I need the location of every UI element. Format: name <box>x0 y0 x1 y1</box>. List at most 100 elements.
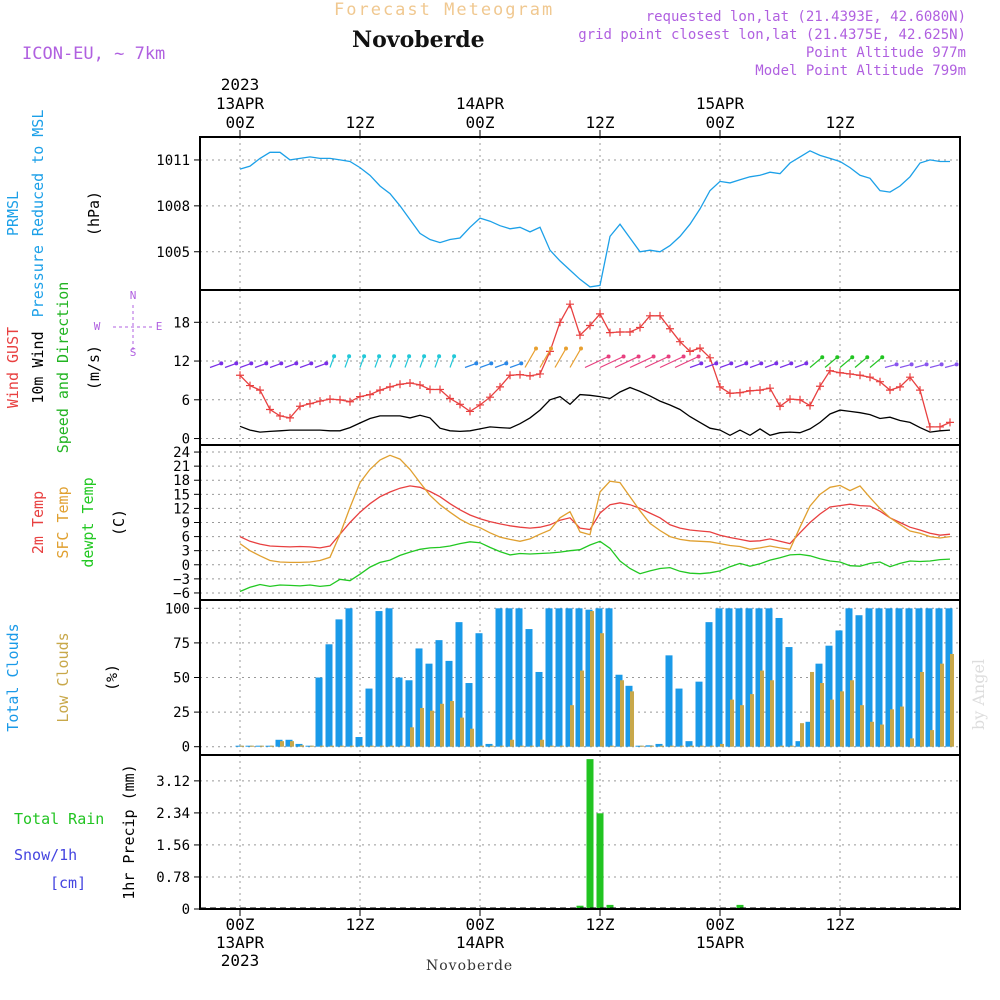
bar-low-clouds <box>830 699 834 747</box>
bar-total-clouds <box>725 608 733 747</box>
time-label-top: 00Z <box>466 113 495 132</box>
bar-low-clouds <box>700 745 704 747</box>
panel-label: 10m Wind <box>29 331 47 403</box>
wind-arrow <box>689 362 702 369</box>
requested-coords: requested lon,lat (21.4393E, 42.6080N) <box>645 9 966 25</box>
series-line-sfc-temp <box>239 454 951 564</box>
wind-arrow-head <box>636 354 641 359</box>
wind-arrow-head <box>534 346 538 351</box>
bar-total-clouds <box>385 608 393 747</box>
wind-arrow <box>299 362 312 369</box>
bar-total-clouds <box>925 608 933 747</box>
bar-low-clouds <box>660 745 664 747</box>
gust-point <box>626 327 634 336</box>
panel-unit: 1hr Precip (mm) <box>120 764 138 899</box>
bar-low-clouds <box>310 745 314 747</box>
series-line-10m-wind <box>239 386 951 437</box>
wind-arrow <box>779 362 792 369</box>
bar-low-clouds <box>720 743 724 747</box>
wind-arrow-head <box>835 355 840 360</box>
gust-point <box>936 422 944 431</box>
bar-low-clouds <box>790 745 794 747</box>
bar-total-clouds <box>795 741 803 747</box>
wind-arrow <box>824 356 838 368</box>
bar-total-clouds <box>285 739 293 747</box>
bar-total-clouds <box>305 745 313 747</box>
gust-point <box>326 395 334 404</box>
bar-low-clouds <box>520 745 524 747</box>
gust-point <box>636 323 644 332</box>
bar-low-clouds <box>480 745 484 747</box>
gust-point <box>426 385 434 394</box>
bar-total-clouds <box>495 608 503 747</box>
wind-arrow <box>869 356 883 368</box>
gust-point <box>696 344 704 353</box>
wind-arrow <box>464 362 477 369</box>
y-tick-label: 12 <box>173 354 190 370</box>
panel-label: dewpt Temp <box>79 477 97 567</box>
bar-low-clouds <box>410 727 414 747</box>
y-tick-label: 6 <box>182 530 190 546</box>
wind-arrow-head <box>549 346 553 351</box>
bar-total-clouds <box>895 608 903 747</box>
bar-low-clouds <box>750 694 754 747</box>
bar-low-clouds <box>440 703 444 747</box>
bar-total-clouds <box>525 629 533 747</box>
bar-low-clouds <box>540 739 544 747</box>
wind-arrow-head <box>347 354 352 359</box>
wind-arrow <box>734 362 747 369</box>
bar-total-clouds <box>315 677 323 747</box>
y-tick-label: 0.78 <box>156 870 190 886</box>
bar-total-clouds <box>565 608 573 747</box>
gust-point <box>486 393 494 402</box>
bar-low-clouds <box>260 745 264 747</box>
wind-arrow-head <box>894 362 899 367</box>
bar-total-clouds <box>545 608 553 747</box>
gust-point <box>356 392 364 401</box>
bar-low-clouds <box>400 745 404 747</box>
time-label-bottom: 12Z <box>826 915 855 934</box>
bar-low-clouds <box>490 745 494 747</box>
bar-low-clouds <box>430 710 434 747</box>
closest-coords: grid point closest lon,lat (21.4375E, 42… <box>578 27 966 43</box>
gust-point <box>666 324 674 333</box>
y-tick-label: 1011 <box>156 153 190 169</box>
bar-low-clouds <box>580 670 584 747</box>
bar-total-clouds <box>835 630 843 747</box>
panel-unit: (C) <box>110 509 128 536</box>
panel-label: Snow/1h <box>14 846 77 864</box>
wind-arrow-head <box>489 361 494 366</box>
model-label: ICON-EU, ~ 7km <box>22 44 166 64</box>
gust-point <box>606 328 614 337</box>
wind-arrow <box>644 355 669 369</box>
bar-total-clouds <box>355 737 363 747</box>
wind-arrow-head <box>324 361 329 366</box>
y-tick-label: 50 <box>173 671 190 687</box>
compass-west: W <box>94 320 101 333</box>
bar-low-clouds <box>910 738 914 747</box>
wind-arrow-head <box>422 354 427 359</box>
panel-1 <box>194 136 961 291</box>
bar-low-clouds <box>590 611 594 747</box>
wind-arrow-head <box>362 354 367 359</box>
wind-arrow <box>254 362 267 369</box>
panel-label: Pressure Reduced to MSL <box>29 110 47 318</box>
wind-arrow <box>314 362 327 369</box>
bar-low-clouds <box>630 691 634 747</box>
time-label-bottom: 00Z <box>226 915 255 934</box>
wind-arrow <box>659 355 684 369</box>
bar-total-clouds <box>635 745 643 747</box>
y-tick-label: 100 <box>165 601 190 617</box>
gust-point <box>576 331 584 340</box>
time-label-top: 00Z <box>226 113 255 132</box>
bar-low-clouds <box>930 730 934 747</box>
gust-point <box>726 389 734 398</box>
gust-point <box>916 386 924 395</box>
panel-4 <box>194 599 961 756</box>
gust-point <box>706 353 714 362</box>
wind-arrow <box>614 355 639 369</box>
y-tick-label: 0 <box>182 740 190 756</box>
compass-south: S <box>130 346 137 359</box>
wind-arrow <box>374 356 380 368</box>
